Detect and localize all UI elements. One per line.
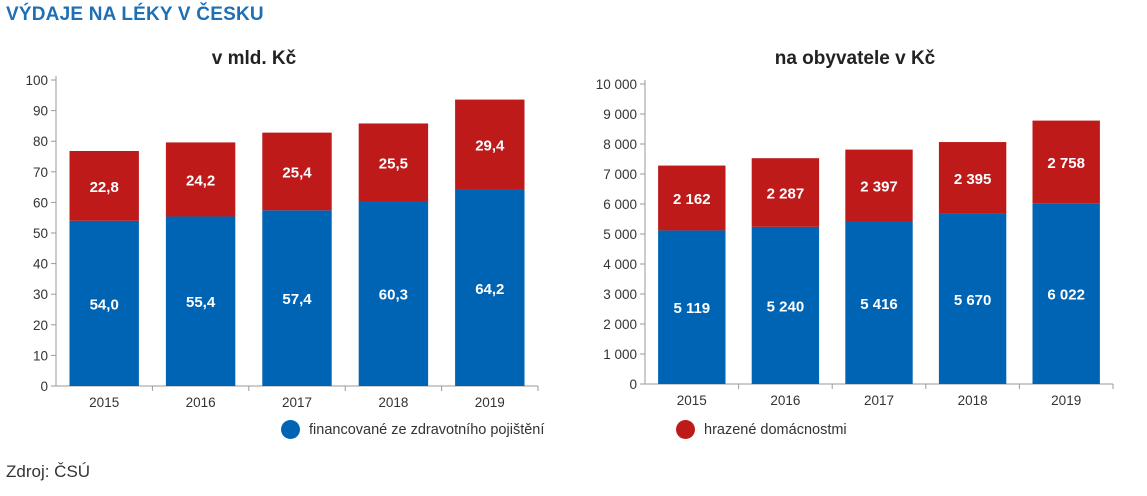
bar-households — [358, 123, 429, 202]
bar-insurance — [165, 216, 236, 386]
x-tick-label: 2018 — [958, 393, 988, 408]
y-tick-label: 100 — [25, 73, 48, 88]
y-tick-label: 60 — [33, 195, 48, 210]
bar-label-insurance: 5 416 — [860, 296, 898, 313]
x-tick-label: 2018 — [378, 395, 408, 410]
bar-label-insurance: 5 670 — [954, 292, 992, 309]
bar-label-insurance: 55,4 — [186, 294, 216, 311]
y-tick-label: 3 000 — [603, 287, 637, 302]
bar-label-households: 29,4 — [475, 138, 505, 155]
x-tick-label: 2017 — [864, 393, 894, 408]
legend-dot-red — [676, 420, 695, 439]
bar-label-insurance: 5 119 — [673, 300, 710, 317]
bar-insurance — [358, 201, 429, 386]
bar-insurance — [938, 213, 1007, 384]
bar-households — [1032, 120, 1100, 204]
bar-households — [845, 149, 913, 222]
bar-label-insurance: 57,4 — [282, 291, 312, 308]
y-tick-label: 0 — [40, 379, 48, 394]
y-tick-label: 40 — [33, 257, 48, 272]
source-note: Zdroj: ČSÚ — [6, 462, 91, 481]
bar-insurance — [751, 226, 820, 384]
bar-insurance — [845, 221, 913, 384]
y-tick-label: 90 — [33, 104, 48, 119]
chart-billions: v mld. Kč 0 10 20 30 40 50 60 70 80 90 100 54,0 22,8 2… — [25, 48, 539, 410]
bar-insurance — [262, 210, 332, 386]
bar-label-households: 2 162 — [673, 191, 711, 208]
bar-label-households: 2 397 — [860, 179, 898, 196]
bar-label-households: 2 395 — [954, 171, 992, 188]
bar-label-households: 22,8 — [90, 179, 119, 196]
bar-label-households: 25,4 — [282, 164, 312, 181]
bar-households — [455, 99, 525, 190]
bar-label-insurance: 5 240 — [767, 298, 805, 315]
x-tick-label: 2015 — [677, 393, 707, 408]
y-tick-label: 1 000 — [603, 347, 637, 362]
y-tick-label: 20 — [33, 318, 48, 333]
x-tick-label: 2019 — [475, 395, 505, 410]
bar-insurance — [658, 230, 726, 384]
bar-insurance — [455, 189, 525, 386]
y-tick-label: 50 — [33, 226, 48, 241]
legend-item-insurance: financované ze zdravotního pojištění — [281, 420, 544, 439]
chart-per-capita: na obyvatele v Kč 0 1 000 2 000 3 000 4 000 5 … — [596, 48, 1114, 408]
x-tick-label: 2016 — [186, 395, 216, 410]
y-tick-label: 2 000 — [603, 317, 637, 332]
legend-item-households: hrazené domácnostmi — [676, 420, 847, 439]
bar-households — [938, 142, 1007, 214]
bar-label-households: 24,2 — [186, 172, 215, 189]
y-tick-label: 10 — [33, 348, 48, 363]
bar-insurance — [1032, 203, 1100, 384]
chart-title: na obyvatele v Kč — [775, 48, 936, 69]
page-title: VÝDAJE NA LÉKY V ČESKU — [6, 4, 264, 25]
legend-label-households: hrazené domácnostmi — [704, 421, 847, 438]
y-tick-label: 6 000 — [603, 197, 637, 212]
y-tick-label: 10 000 — [596, 77, 637, 92]
x-tick-label: 2017 — [282, 395, 312, 410]
x-tick-label: 2015 — [89, 395, 119, 410]
bar-label-insurance: 6 022 — [1047, 287, 1085, 304]
y-tick-label: 9 000 — [603, 107, 637, 122]
y-tick-label: 8 000 — [603, 137, 637, 152]
bar-label-insurance: 60,3 — [379, 287, 408, 304]
bar-label-insurance: 54,0 — [90, 296, 119, 313]
x-tick-label: 2016 — [770, 393, 800, 408]
bar-households — [165, 142, 236, 217]
bar-label-households: 2 287 — [767, 185, 805, 202]
bar-label-households: 2 758 — [1047, 155, 1085, 172]
bar-insurance — [69, 220, 139, 386]
bar-households — [262, 132, 332, 211]
y-tick-label: 70 — [33, 165, 48, 180]
x-tick-label: 2019 — [1051, 393, 1081, 408]
legend-label-insurance: financované ze zdravotního pojištění — [309, 421, 545, 438]
legend-dot-blue — [281, 420, 300, 439]
legend: financované ze zdravotního pojištění hra… — [0, 420, 1147, 444]
bar-households — [751, 158, 820, 227]
y-tick-label: 7 000 — [603, 167, 637, 182]
y-tick-label: 0 — [629, 377, 637, 392]
bar-households — [658, 165, 726, 231]
y-tick-label: 4 000 — [603, 257, 637, 272]
bar-label-insurance: 64,2 — [475, 281, 504, 298]
chart-title: v mld. Kč — [212, 48, 297, 69]
y-tick-label: 30 — [33, 287, 48, 302]
bar-label-households: 25,5 — [379, 155, 408, 172]
y-tick-label: 5 000 — [603, 227, 637, 242]
bar-households — [69, 150, 139, 221]
y-tick-label: 80 — [33, 134, 48, 149]
